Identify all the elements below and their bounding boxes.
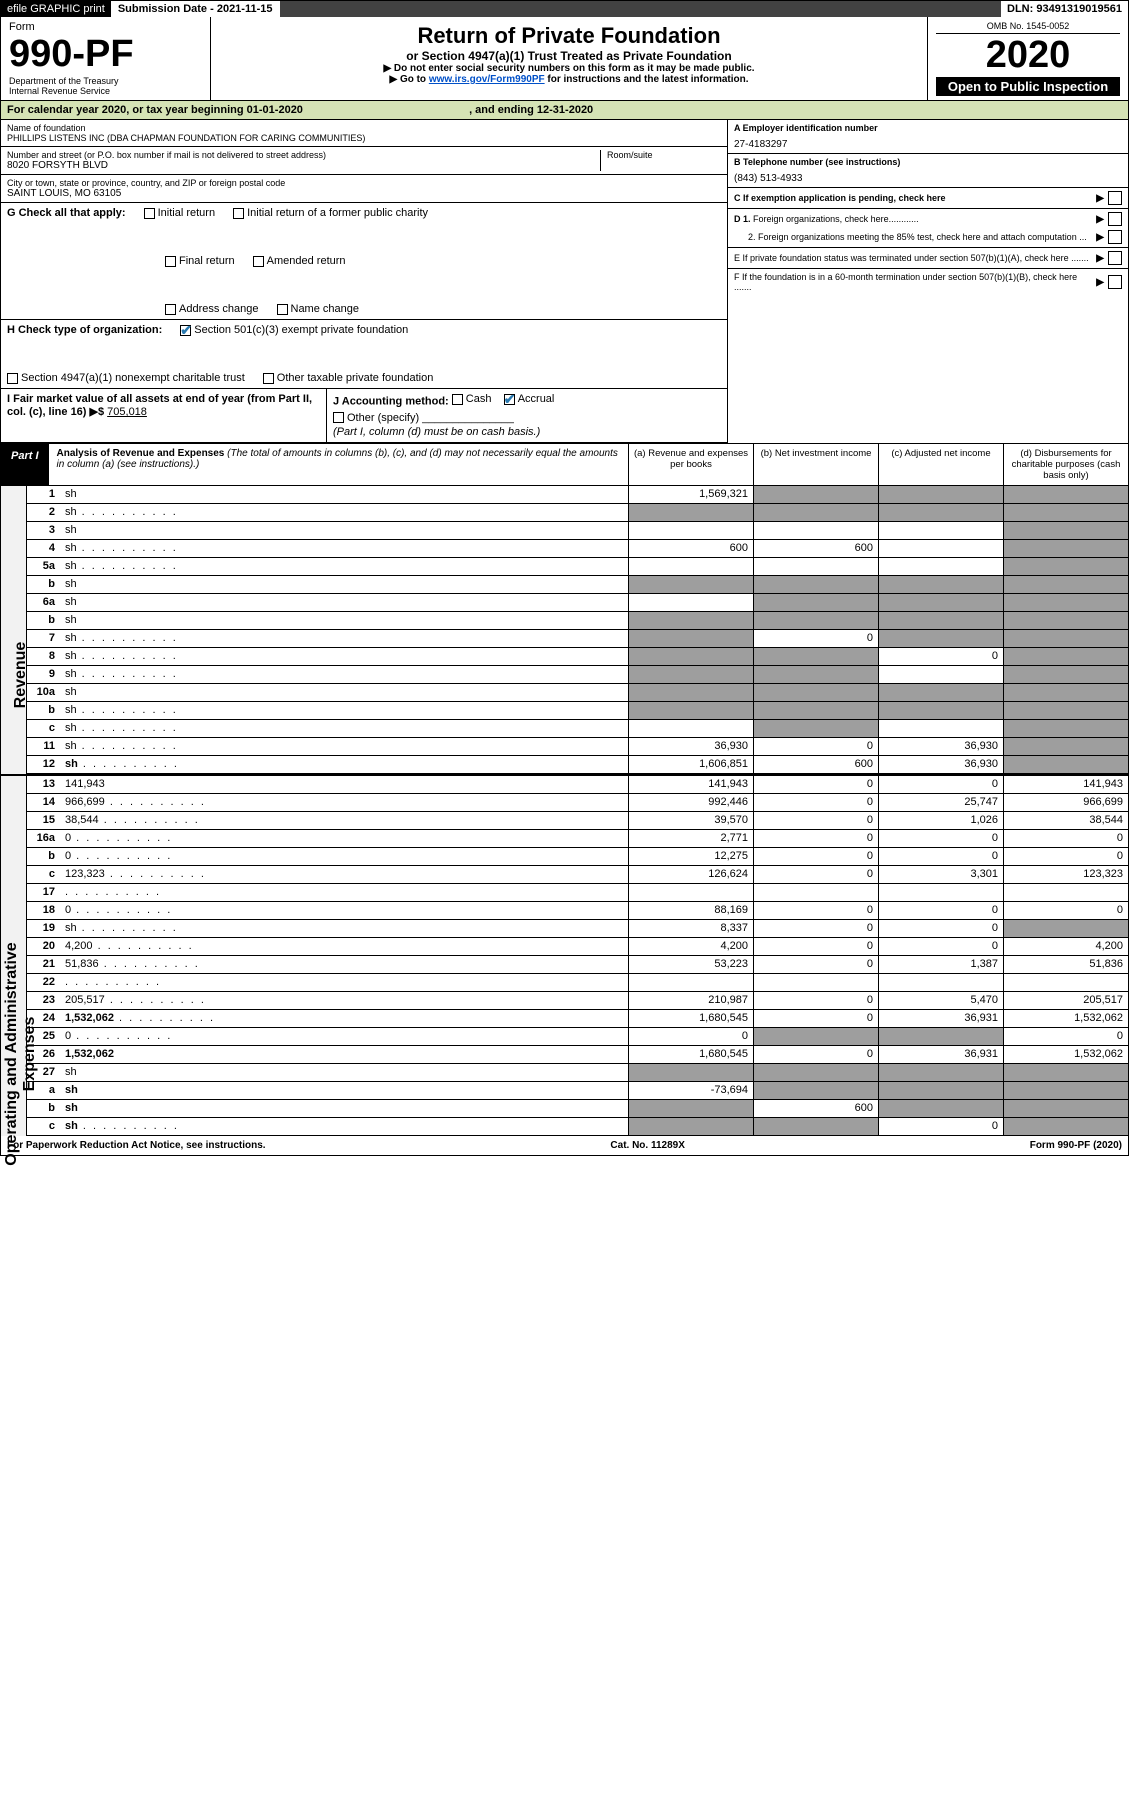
fmv-value: 705,018 [107, 406, 147, 418]
street-address: 8020 FORSYTH BLVD [7, 160, 596, 171]
table-row: ash-73,694 [27, 1082, 1128, 1100]
table-row: 5ash [27, 558, 1128, 576]
line-h: H Check type of organization: Section 50… [1, 320, 727, 389]
expense-table: Operating and Administrative Expenses 13… [1, 774, 1128, 1136]
top-bar: efile GRAPHIC print Submission Date - 20… [1, 1, 1128, 17]
table-row: 17 [27, 884, 1128, 902]
table-row: bsh600 [27, 1100, 1128, 1118]
table-row: 261,532,0621,680,545036,9311,532,062 [27, 1046, 1128, 1064]
revenue-sidelabel: Revenue [12, 615, 30, 735]
line-d2-checkbox[interactable] [1108, 230, 1122, 244]
initial-return-checkbox[interactable] [144, 208, 155, 219]
table-row: 11sh36,930036,930 [27, 738, 1128, 756]
revenue-table: Revenue 1sh1,569,3212sh3sh4sh6006005ashb… [1, 486, 1128, 774]
expense-sidelabel: Operating and Administrative Expenses [3, 904, 39, 1204]
col-b-header: (b) Net investment income [753, 444, 878, 485]
final-return-checkbox[interactable] [165, 256, 176, 267]
table-row: csh0 [27, 1118, 1128, 1136]
instruction-1: ▶ Do not enter social security numbers o… [219, 63, 919, 74]
topbar-spacer [280, 1, 1002, 17]
city-state-zip: SAINT LOUIS, MO 63105 [7, 188, 721, 199]
submission-date: Submission Date - 2021-11-15 [112, 1, 280, 17]
table-row: 1sh1,569,321 [27, 486, 1128, 504]
table-row: 19sh8,33700 [27, 920, 1128, 938]
irs-link[interactable]: www.irs.gov/Form990PF [429, 74, 545, 85]
table-row: 27sh [27, 1064, 1128, 1082]
table-row: 25000 [27, 1028, 1128, 1046]
form-word: Form [9, 21, 202, 33]
calendar-year-row: For calendar year 2020, or tax year begi… [1, 101, 1128, 120]
phone-value: (843) 513-4933 [734, 167, 1122, 184]
ein-value: 27-4183297 [734, 133, 1122, 150]
col-d-header: (d) Disbursements for charitable purpose… [1003, 444, 1128, 485]
efile-label: efile GRAPHIC print [1, 1, 112, 17]
table-row: b012,275000 [27, 848, 1128, 866]
part1-label: Part I [1, 444, 49, 485]
col-a-header: (a) Revenue and expenses per books [628, 444, 753, 485]
table-row: c123,323126,62403,301123,323 [27, 866, 1128, 884]
table-row: bsh [27, 612, 1128, 630]
4947-checkbox[interactable] [7, 373, 18, 384]
table-row: csh [27, 720, 1128, 738]
form-footer: Form 990-PF (2020) [1030, 1140, 1122, 1151]
table-row: 2151,83653,22301,38751,836 [27, 956, 1128, 974]
table-row: 23205,517210,98705,470205,517 [27, 992, 1128, 1010]
cat-no: Cat. No. 11289X [610, 1140, 684, 1151]
table-row: 13141,943141,94300141,943 [27, 776, 1128, 794]
table-row: 14966,699992,446025,747966,699 [27, 794, 1128, 812]
open-public-label: Open to Public Inspection [936, 77, 1120, 96]
line-e-checkbox[interactable] [1108, 251, 1122, 265]
amended-checkbox[interactable] [253, 256, 264, 267]
cash-checkbox[interactable] [452, 394, 463, 405]
table-row: 9sh [27, 666, 1128, 684]
table-row: 1538,54439,57001,02638,544 [27, 812, 1128, 830]
line-f-checkbox[interactable] [1108, 275, 1122, 289]
table-row: 10ash [27, 684, 1128, 702]
line-i-j: I Fair market value of all assets at end… [1, 389, 727, 443]
table-row: 4sh600600 [27, 540, 1128, 558]
table-row: 8sh0 [27, 648, 1128, 666]
foundation-name: PHILLIPS LISTENS INC (DBA CHAPMAN FOUNDA… [7, 133, 721, 143]
accrual-checkbox[interactable] [504, 394, 515, 405]
table-row: 3sh [27, 522, 1128, 540]
table-row: 16a02,771000 [27, 830, 1128, 848]
irs-label: Internal Revenue Service [9, 86, 202, 96]
form-subtitle: or Section 4947(a)(1) Trust Treated as P… [219, 49, 919, 63]
table-row: 2sh [27, 504, 1128, 522]
page-footer: For Paperwork Reduction Act Notice, see … [1, 1136, 1128, 1155]
part1-header: Part I Analysis of Revenue and Expenses … [1, 443, 1128, 486]
form-header: Form 990-PF Department of the Treasury I… [1, 17, 1128, 101]
table-row: 12sh1,606,85160036,930 [27, 756, 1128, 774]
line-c-checkbox[interactable] [1108, 191, 1122, 205]
form-number: 990-PF [9, 33, 202, 76]
name-change-checkbox[interactable] [277, 304, 288, 315]
other-method-checkbox[interactable] [333, 412, 344, 423]
form-container: efile GRAPHIC print Submission Date - 20… [0, 0, 1129, 1156]
col-c-header: (c) Adjusted net income [878, 444, 1003, 485]
table-row: bsh [27, 576, 1128, 594]
table-row: 204,2004,200004,200 [27, 938, 1128, 956]
form-title: Return of Private Foundation [219, 23, 919, 49]
dln-label: DLN: 93491319019561 [1001, 1, 1128, 17]
dept-label: Department of the Treasury [9, 76, 202, 86]
table-row: 241,532,0621,680,545036,9311,532,062 [27, 1010, 1128, 1028]
table-row: bsh [27, 702, 1128, 720]
info-section: Name of foundation PHILLIPS LISTENS INC … [1, 120, 1128, 443]
501c3-checkbox[interactable] [180, 325, 191, 336]
tax-year: 2020 [936, 34, 1120, 77]
table-row: 6ash [27, 594, 1128, 612]
name-box: Name of foundation PHILLIPS LISTENS INC … [1, 120, 727, 147]
other-taxable-checkbox[interactable] [263, 373, 274, 384]
line-g: G Check all that apply: Initial return I… [1, 203, 727, 320]
initial-former-checkbox[interactable] [233, 208, 244, 219]
omb-label: OMB No. 1545-0052 [936, 21, 1120, 34]
table-row: 18088,169000 [27, 902, 1128, 920]
address-change-checkbox[interactable] [165, 304, 176, 315]
table-row: 7sh0 [27, 630, 1128, 648]
line-d1-checkbox[interactable] [1108, 212, 1122, 226]
instruction-2: ▶ Go to www.irs.gov/Form990PF for instru… [219, 74, 919, 85]
paperwork-notice: For Paperwork Reduction Act Notice, see … [7, 1140, 266, 1151]
table-row: 22 [27, 974, 1128, 992]
